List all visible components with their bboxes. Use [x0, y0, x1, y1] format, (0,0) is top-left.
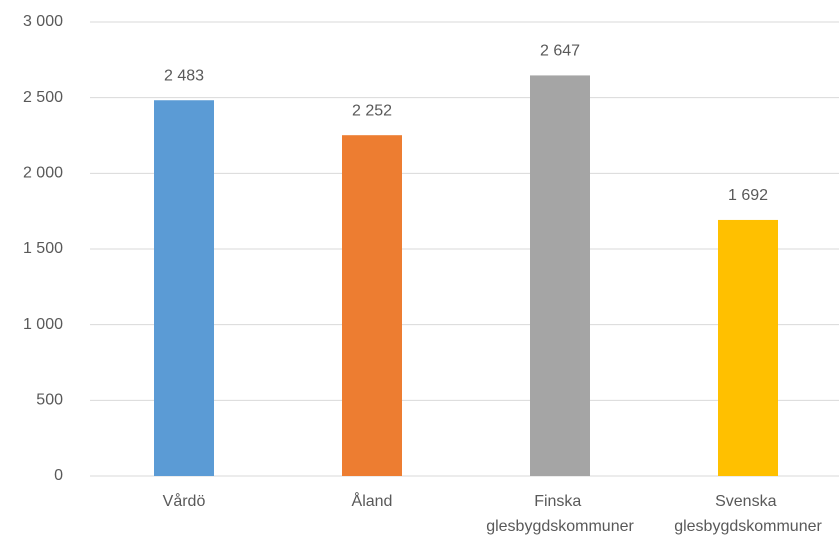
y-tick-label: 2 500 — [23, 89, 63, 106]
y-tick-label: 1 500 — [23, 240, 63, 257]
bar — [154, 100, 214, 477]
y-tick-label: 500 — [36, 392, 63, 409]
data-label: 2 647 — [540, 43, 580, 60]
bar — [530, 75, 590, 477]
data-label: 1 692 — [728, 187, 768, 204]
data-label: 2 252 — [352, 102, 392, 119]
x-tick-label: Svenska glesbygdskommuner — [674, 493, 822, 535]
y-tick-label: 1 000 — [23, 316, 63, 333]
data-label: 2 483 — [164, 67, 204, 84]
bar — [718, 219, 778, 476]
x-tick-label: Finska glesbygdskommuner — [486, 493, 634, 535]
y-tick-label: 2 000 — [23, 165, 63, 182]
y-tick-label: 3 000 — [23, 13, 63, 30]
y-tick-label: 0 — [54, 467, 63, 484]
x-tick-label: Vårdö — [163, 492, 206, 510]
x-tick-label: Åland — [352, 491, 393, 510]
bar — [342, 135, 402, 476]
